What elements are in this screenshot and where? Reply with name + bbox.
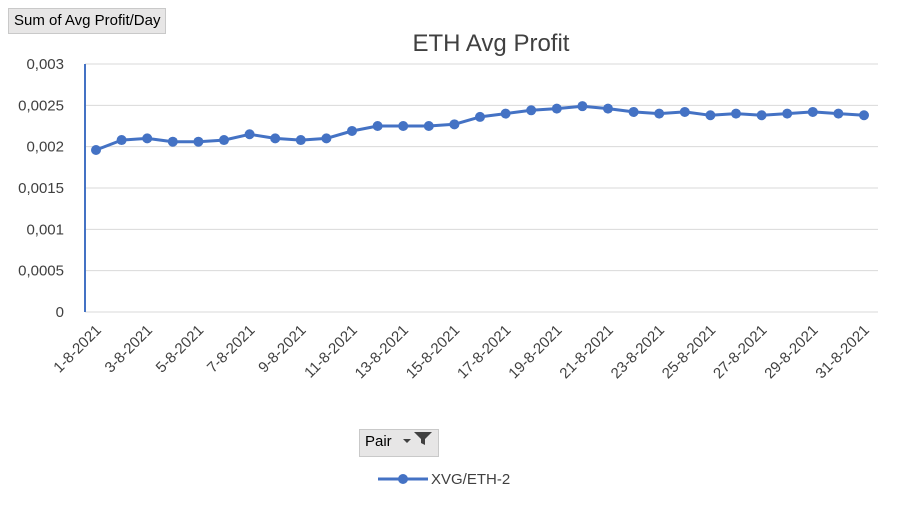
data-point xyxy=(551,103,562,114)
data-point xyxy=(219,135,229,146)
x-tick-label: 1-8-2021 xyxy=(50,322,104,376)
y-tick-label: 0 xyxy=(56,304,64,321)
data-point xyxy=(705,110,716,121)
data-point xyxy=(654,108,665,119)
data-point xyxy=(859,110,869,121)
axis-field-label: Pair xyxy=(365,433,392,450)
data-point xyxy=(116,135,127,146)
data-point xyxy=(807,106,818,117)
x-axis-tick-labels: 1-8-20213-8-20215-8-20217-8-20219-8-2021… xyxy=(50,322,872,382)
value-field-button[interactable]: Sum of Avg Profit/Day xyxy=(8,8,167,34)
data-point xyxy=(526,105,537,116)
x-tick-label: 15-8-2021 xyxy=(403,322,463,382)
x-tick-label: 31-8-2021 xyxy=(812,322,872,382)
data-point xyxy=(423,121,434,131)
x-tick-label: 21-8-2021 xyxy=(556,322,616,382)
y-tick-label: 0,0015 xyxy=(18,180,64,197)
data-point xyxy=(475,111,485,122)
data-point xyxy=(295,135,306,146)
x-tick-label: 19-8-2021 xyxy=(505,322,565,382)
legend[interactable]: XVG/ETH-2 xyxy=(378,471,510,488)
axis-field-button[interactable]: Pair xyxy=(359,429,439,457)
data-point xyxy=(731,108,741,119)
chart-title: ETH Avg Profit xyxy=(413,30,570,57)
y-tick-label: 0,002 xyxy=(26,139,64,156)
series-group xyxy=(91,101,869,155)
data-point xyxy=(193,136,204,147)
data-point xyxy=(321,133,332,144)
data-point xyxy=(244,129,255,140)
x-tick-label: 23-8-2021 xyxy=(608,322,668,382)
x-tick-label: 29-8-2021 xyxy=(761,322,821,382)
data-point xyxy=(91,144,101,155)
y-tick-label: 0,001 xyxy=(26,221,64,238)
data-point xyxy=(500,108,511,119)
value-field-label: Sum of Avg Profit/Day xyxy=(14,12,161,29)
data-point xyxy=(577,101,588,112)
data-point xyxy=(167,136,178,147)
data-point xyxy=(603,103,613,114)
x-tick-label: 5-8-2021 xyxy=(153,322,207,376)
x-tick-label: 3-8-2021 xyxy=(102,322,156,376)
data-point xyxy=(628,106,639,117)
x-tick-label: 13-8-2021 xyxy=(352,322,412,382)
data-point xyxy=(449,119,460,130)
x-tick-label: 17-8-2021 xyxy=(454,322,514,382)
legend-label: XVG/ETH-2 xyxy=(431,471,510,488)
data-point xyxy=(398,121,409,131)
x-tick-label: 7-8-2021 xyxy=(204,322,258,376)
data-point xyxy=(270,133,281,144)
data-point xyxy=(142,133,153,144)
data-point xyxy=(833,108,844,119)
y-tick-label: 0,003 xyxy=(26,56,64,73)
x-tick-label: 27-8-2021 xyxy=(710,322,770,382)
y-axis-tick-labels: 0 0,0005 0,001 0,0015 0,002 0,0025 0,003 xyxy=(18,56,64,321)
filter-dropdown-icon[interactable] xyxy=(400,430,434,454)
data-point xyxy=(372,121,383,131)
x-tick-label: 11-8-2021 xyxy=(301,322,361,382)
data-point xyxy=(679,106,690,117)
gridlines xyxy=(85,63,878,313)
x-tick-label: 25-8-2021 xyxy=(659,322,719,382)
y-tick-label: 0,0005 xyxy=(18,263,64,280)
legend-marker xyxy=(398,474,408,484)
data-point xyxy=(347,125,357,136)
y-tick-label: 0,0025 xyxy=(18,97,64,114)
data-point xyxy=(756,110,767,121)
data-point xyxy=(782,108,793,119)
